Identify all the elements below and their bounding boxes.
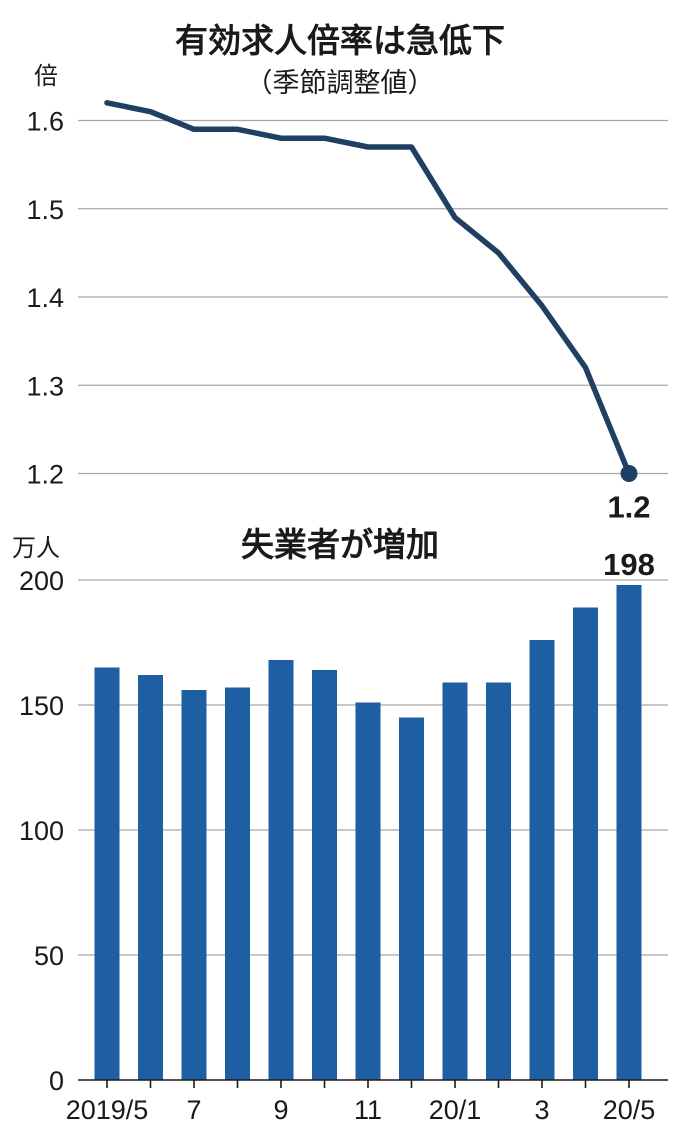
bar-x-tick-label: 3 [534,1095,549,1125]
bar-end-label: 198 [603,547,655,582]
line-y-tick-label: 1.5 [26,195,64,225]
line-y-tick-label: 1.6 [26,107,64,137]
bar-chart-x-ticks: 2019/5 7 9 11 20/1 3 20/5 [66,1080,656,1125]
bar [442,682,468,1080]
line-end-label: 1.2 [607,490,650,525]
line-chart: 有効求人倍率は急低下 （季節調整値） 倍 1.2 1.3 1.4 1.5 1.6 1.2 [26,21,668,525]
bar [181,690,207,1080]
bar [573,607,598,1080]
bar-series [94,585,642,1080]
bar [399,717,424,1080]
bar [312,670,337,1080]
line-chart-y-ticks: 1.2 1.3 1.4 1.5 1.6 [26,107,64,490]
line-y-tick-label: 1.3 [26,371,64,401]
bar-x-tick-label: 20/5 [603,1095,656,1125]
line-y-tick-label: 1.4 [26,283,64,313]
bar-x-tick-label: 9 [273,1095,288,1125]
line-series [104,100,632,477]
line-end-marker [620,465,638,482]
bar-x-tick-label: 2019/5 [66,1095,149,1125]
bar-y-tick-label: 150 [19,691,64,721]
bar-chart-y-ticks: 0 50 100 150 200 [19,566,64,1096]
bar [616,585,642,1080]
bar-x-tick-label: 11 [354,1095,382,1125]
line-y-tick-label: 1.2 [26,460,64,490]
bar [225,687,250,1080]
bar [486,682,511,1080]
bar-x-tick-label: 20/1 [429,1095,482,1125]
bar [138,675,163,1080]
bar [529,640,555,1080]
line-chart-y-unit: 倍 [34,62,58,90]
line-chart-gridlines [78,119,668,475]
bar-chart-y-unit: 万人 [12,534,60,562]
line-chart-title: 有効求人倍率は急低下 [175,21,505,60]
bar-y-tick-label: 100 [19,816,64,846]
bar [268,660,294,1080]
bar-y-tick-label: 0 [49,1066,64,1096]
line-chart-subtitle: （季節調整値） [246,68,435,99]
bar-chart-title: 失業者が増加 [241,525,439,564]
bar-y-tick-label: 200 [19,566,64,596]
bar-y-tick-label: 50 [34,941,64,971]
bar [94,667,120,1080]
bar [355,702,381,1080]
bar-x-tick-label: 7 [186,1095,201,1125]
